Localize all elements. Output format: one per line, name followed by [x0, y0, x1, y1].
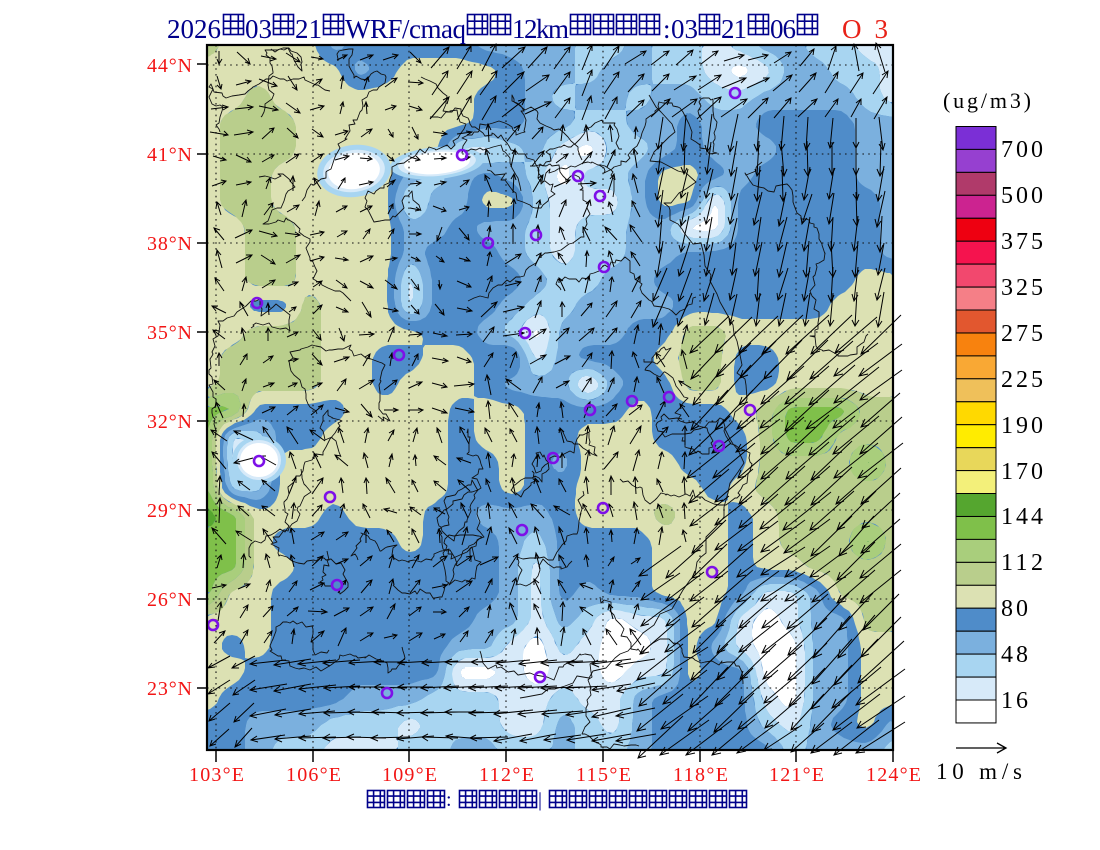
svg-text:225: 225	[1001, 367, 1043, 393]
svg-text:32°N: 32°N	[147, 411, 192, 433]
svg-text:115°E: 115°E	[576, 764, 631, 786]
svg-text:44°N: 44°N	[147, 55, 192, 77]
svg-text:118°E: 118°E	[673, 764, 728, 786]
svg-text:500: 500	[1001, 183, 1043, 209]
svg-text::: :	[663, 14, 671, 44]
svg-text:375: 375	[1001, 229, 1043, 255]
svg-text:35°N: 35°N	[147, 322, 192, 344]
svg-text:124°E: 124°E	[866, 764, 921, 786]
svg-text:2026: 2026	[167, 14, 221, 44]
svg-text:12km: 12km	[512, 14, 569, 44]
svg-text:190: 190	[1001, 413, 1043, 439]
svg-text:06: 06	[770, 14, 796, 44]
svg-text:29°N: 29°N	[147, 500, 192, 522]
svg-text:121°E: 121°E	[769, 764, 824, 786]
svg-text:170: 170	[1001, 459, 1043, 485]
svg-text:03: 03	[245, 14, 272, 44]
svg-text:|: |	[538, 789, 542, 811]
svg-text:112: 112	[1001, 550, 1043, 576]
svg-text:03: 03	[671, 14, 698, 44]
svg-text:WRF/cmaq: WRF/cmaq	[345, 14, 467, 44]
svg-text:23°N: 23°N	[147, 678, 192, 700]
svg-text:700: 700	[1001, 137, 1043, 163]
svg-text:41°N: 41°N	[147, 144, 192, 166]
svg-text:325: 325	[1001, 275, 1043, 301]
svg-text:103°E: 103°E	[189, 764, 244, 786]
svg-text:106°E: 106°E	[286, 764, 341, 786]
svg-text:275: 275	[1001, 321, 1043, 347]
svg-text:112°E: 112°E	[479, 764, 534, 786]
svg-text:38°N: 38°N	[147, 233, 192, 255]
svg-text:26°N: 26°N	[147, 589, 192, 611]
svg-text:144: 144	[1001, 504, 1043, 530]
svg-text::: :	[446, 789, 452, 811]
svg-text:21: 21	[721, 14, 747, 44]
svg-text:109°E: 109°E	[382, 764, 437, 786]
svg-text:21: 21	[295, 14, 322, 44]
